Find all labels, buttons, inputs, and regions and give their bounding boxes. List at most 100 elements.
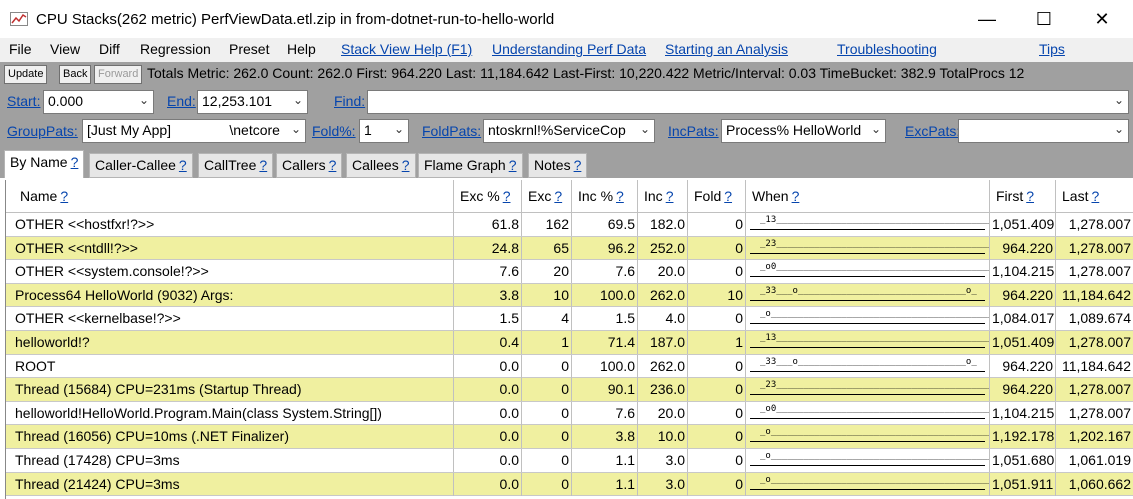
fold-percent-label[interactable]: Fold%: — [312, 123, 356, 139]
cell-when: _o0_____________________________________… — [746, 260, 990, 284]
tab-calltree[interactable]: CallTree? — [198, 153, 274, 178]
forward-button[interactable]: Forward — [94, 65, 143, 84]
cell-name[interactable]: OTHER <<ntdll!?>> — [6, 236, 454, 260]
cell-first: 1,192.178 — [990, 425, 1056, 449]
tab-help-link[interactable]: ? — [178, 157, 187, 173]
back-button[interactable]: Back — [59, 65, 92, 84]
end-input[interactable]: 12,253.101 ⌄ — [197, 90, 308, 114]
table-row[interactable]: Thread (17428) CPU=3ms 0.0 0 1.1 3.0 0 _o_____… — [6, 449, 1133, 473]
tab-by-name[interactable]: By Name? — [4, 150, 85, 178]
table-row[interactable]: Thread (21424) CPU=3ms 0.0 0 1.1 3.0 0 _o_____… — [6, 472, 1133, 497]
column-help-link[interactable]: ? — [60, 188, 69, 204]
cell-name[interactable]: Thread (17428) CPU=3ms — [6, 449, 454, 472]
table-row[interactable]: helloworld!HelloWorld.Program.Main(class… — [6, 401, 1133, 426]
menu-file[interactable]: File — [9, 41, 32, 57]
column-help-link[interactable]: ? — [554, 188, 563, 204]
column-header-exc[interactable]: Exc? — [522, 180, 572, 213]
grouppats-label[interactable]: GroupPats: — [7, 123, 78, 139]
tab-caller-callee[interactable]: Caller-Callee? — [89, 153, 193, 178]
menu-diff[interactable]: Diff — [99, 41, 120, 57]
when-timeline-line — [750, 276, 985, 278]
table-row[interactable]: OTHER <<ntdll!?>> 24.8 65 96.2 252.0 0 _23____… — [6, 236, 1133, 261]
start-label[interactable]: Start: — [7, 93, 41, 109]
foldpats-label[interactable]: FoldPats: — [422, 123, 482, 139]
incpats-input[interactable]: Process% HelloWorld ⌄ — [721, 119, 886, 143]
find-label[interactable]: Find: — [334, 93, 366, 109]
table-row[interactable]: Thread (15684) CPU=231ms (Startup Thread… — [6, 378, 1133, 402]
tab-help-link[interactable]: ? — [70, 154, 79, 170]
tab-help-link[interactable]: ? — [401, 157, 410, 173]
tab-callers[interactable]: Callers? — [276, 153, 343, 178]
table-row[interactable]: OTHER <<hostfxr!?>> 61.8 162 69.5 182.0 0 _13_… — [6, 213, 1133, 237]
column-header-fold[interactable]: Fold? — [688, 180, 746, 213]
excpats-label[interactable]: ExcPats: — [905, 123, 961, 139]
column-help-link[interactable]: ? — [616, 188, 624, 204]
excpats-input[interactable]: ⌄ — [958, 119, 1129, 143]
foldpats-input[interactable]: ntoskrnl!%ServiceCop ⌄ — [483, 119, 655, 143]
perfview-app-icon — [10, 12, 28, 26]
tab-help-link[interactable]: ? — [508, 157, 517, 173]
table-row[interactable]: Process64 HelloWorld (9032) Args: 3.8 10 10… — [6, 283, 1133, 308]
column-help-link[interactable]: ? — [1026, 188, 1035, 204]
table-row[interactable]: OTHER <<system.console!?>> 7.6 20 7.6 20.0 0 _… — [6, 260, 1133, 284]
link-starting-an-analysis[interactable]: Starting an Analysis — [665, 41, 788, 57]
table-row[interactable]: Thread (16056) CPU=10ms (.NET Finalizer)… — [6, 425, 1133, 449]
link-tips[interactable]: Tips — [1039, 41, 1065, 57]
cell-name[interactable]: helloworld!? — [6, 331, 454, 354]
cell-inc-pct: 7.6 — [572, 401, 638, 425]
cell-name[interactable]: Thread (16056) CPU=10ms (.NET Finalizer) — [6, 425, 454, 449]
column-header-when[interactable]: When? — [746, 180, 990, 213]
cell-when: _13_____________________________________… — [746, 331, 990, 354]
cell-name[interactable]: Thread (21424) CPU=3ms — [6, 472, 454, 496]
maximize-button[interactable]: ☐ — [1035, 8, 1053, 29]
table-row[interactable]: OTHER <<kernelbase!?>> 1.5 4 1.5 4.0 0 _o_____… — [6, 307, 1133, 331]
column-header-exc-percent[interactable]: Exc %? — [454, 180, 522, 213]
table-row[interactable]: helloworld!? 0.4 1 71.4 187.0 1 _13___________… — [6, 331, 1133, 355]
cell-exc: 1 — [522, 331, 572, 354]
column-header-name[interactable]: Name? — [6, 180, 454, 213]
column-header-inc-percent[interactable]: Inc %? — [572, 180, 638, 213]
cell-name[interactable]: OTHER <<hostfxr!?>> — [6, 213, 454, 236]
grouppats-input[interactable]: [Just My App] \netcore ⌄ — [82, 119, 306, 143]
column-help-link[interactable]: ? — [791, 188, 800, 204]
column-header-inc[interactable]: Inc? — [638, 180, 688, 213]
update-button[interactable]: Update — [4, 65, 48, 84]
find-input[interactable]: ⌄ — [367, 90, 1129, 114]
cell-name[interactable]: OTHER <<kernelbase!?>> — [6, 307, 454, 331]
cell-name[interactable]: OTHER <<system.console!?>> — [6, 260, 454, 284]
link-understanding-perf-data[interactable]: Understanding Perf Data — [492, 41, 647, 57]
cell-name[interactable]: Thread (15684) CPU=231ms (Startup Thread… — [6, 378, 454, 402]
menu-help[interactable]: Help — [287, 41, 316, 57]
column-help-link[interactable]: ? — [724, 188, 733, 204]
menu-regression[interactable]: Regression — [140, 41, 211, 57]
end-label[interactable]: End: — [167, 93, 196, 109]
link-troubleshooting[interactable]: Troubleshooting — [837, 41, 937, 57]
tab-flame-graph[interactable]: Flame Graph? — [418, 153, 523, 178]
tab-callees[interactable]: Callees? — [346, 153, 416, 178]
column-help-link[interactable]: ? — [665, 188, 674, 204]
fold-percent-input[interactable]: 1 ⌄ — [359, 119, 409, 143]
menu-view[interactable]: View — [50, 41, 81, 57]
tab-notes[interactable]: Notes? — [528, 153, 588, 178]
minimize-button[interactable]: — — [978, 8, 996, 29]
table-row[interactable]: ROOT 0.0 0 100.0 262.0 0 _33___o______________… — [6, 354, 1133, 379]
tab-help-link[interactable]: ? — [259, 157, 268, 173]
cell-name[interactable]: Process64 HelloWorld (9032) Args: — [6, 283, 454, 307]
cell-name[interactable]: ROOT — [6, 354, 454, 378]
when-histogram: _33___o_______________________________o_ — [760, 285, 977, 296]
tab-help-link[interactable]: ? — [328, 157, 337, 173]
cell-first: 1,104.215 — [990, 260, 1056, 284]
link-stack-view-help[interactable]: Stack View Help (F1) — [341, 41, 473, 57]
column-header-last[interactable]: Last? — [1056, 180, 1133, 213]
menu-preset[interactable]: Preset — [229, 41, 270, 57]
column-help-link[interactable]: ? — [1091, 188, 1100, 204]
start-input[interactable]: 0.000 ⌄ — [43, 90, 154, 114]
close-button[interactable]: ✕ — [1094, 8, 1110, 29]
incpats-label[interactable]: IncPats: — [668, 123, 719, 139]
cell-exc-pct: 0.0 — [454, 401, 522, 425]
cell-name[interactable]: helloworld!HelloWorld.Program.Main(class… — [6, 401, 454, 425]
column-help-link[interactable]: ? — [502, 188, 511, 204]
column-header-first[interactable]: First? — [990, 180, 1056, 213]
cell-inc-pct: 100.0 — [572, 354, 638, 378]
tab-help-link[interactable]: ? — [573, 157, 582, 173]
